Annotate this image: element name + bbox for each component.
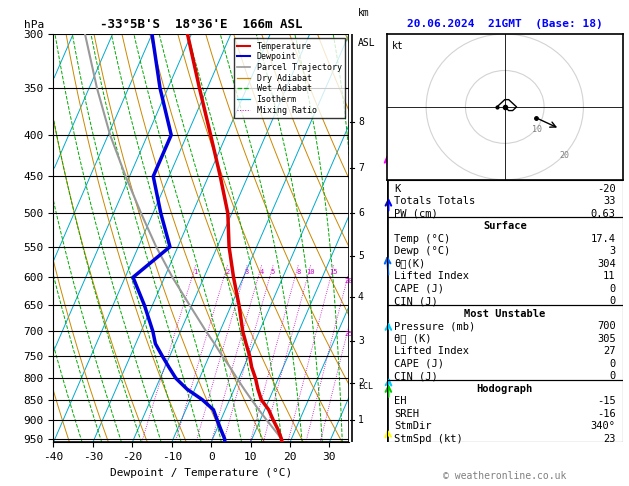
Text: 20: 20	[344, 278, 353, 284]
Text: 2: 2	[225, 269, 230, 276]
Text: 10: 10	[306, 269, 315, 276]
Text: 20.06.2024  21GMT  (Base: 18): 20.06.2024 21GMT (Base: 18)	[407, 19, 603, 29]
Text: CIN (J): CIN (J)	[394, 296, 438, 306]
X-axis label: Dewpoint / Temperature (°C): Dewpoint / Temperature (°C)	[110, 468, 292, 478]
Text: © weatheronline.co.uk: © weatheronline.co.uk	[443, 471, 567, 481]
Text: kt: kt	[391, 41, 403, 52]
Text: 3: 3	[245, 269, 249, 276]
Text: EH: EH	[394, 396, 406, 406]
Text: CIN (J): CIN (J)	[394, 371, 438, 381]
Text: 8: 8	[296, 269, 300, 276]
Text: 0: 0	[610, 371, 616, 381]
Text: 23: 23	[603, 434, 616, 444]
Text: -20: -20	[597, 184, 616, 193]
Text: 4: 4	[358, 292, 364, 302]
Text: StmSpd (kt): StmSpd (kt)	[394, 434, 463, 444]
Text: 33: 33	[603, 196, 616, 206]
Text: 11: 11	[603, 271, 616, 281]
Text: -15: -15	[597, 396, 616, 406]
Text: hPa: hPa	[24, 20, 44, 30]
Text: 20: 20	[560, 151, 570, 160]
Text: SREH: SREH	[394, 409, 419, 418]
Text: LCL: LCL	[358, 382, 373, 391]
Text: 2: 2	[358, 378, 364, 388]
Text: 3: 3	[358, 336, 364, 347]
Text: 17.4: 17.4	[591, 234, 616, 243]
Text: 15: 15	[330, 269, 338, 276]
Text: 7: 7	[358, 163, 364, 174]
Text: km: km	[358, 8, 370, 17]
Text: Pressure (mb): Pressure (mb)	[394, 321, 475, 331]
Text: 340°: 340°	[591, 421, 616, 431]
Text: θᴀ(K): θᴀ(K)	[394, 259, 425, 269]
Text: Lifted Index: Lifted Index	[394, 346, 469, 356]
Text: CAPE (J): CAPE (J)	[394, 359, 444, 368]
Text: Totals Totals: Totals Totals	[394, 196, 475, 206]
Text: 4: 4	[259, 269, 264, 276]
Text: Temp (°C): Temp (°C)	[394, 234, 450, 243]
Text: 10: 10	[532, 125, 542, 135]
Text: 1: 1	[358, 415, 364, 425]
Text: PW (cm): PW (cm)	[394, 208, 438, 219]
Text: CAPE (J): CAPE (J)	[394, 283, 444, 294]
Text: 27: 27	[603, 346, 616, 356]
Text: θᴀ (K): θᴀ (K)	[394, 333, 431, 344]
Text: 0: 0	[610, 296, 616, 306]
Text: 5: 5	[358, 251, 364, 261]
Text: ASL: ASL	[358, 38, 376, 48]
Text: 304: 304	[597, 259, 616, 269]
Text: 5: 5	[271, 269, 276, 276]
Text: 0.63: 0.63	[591, 208, 616, 219]
Text: 25: 25	[345, 331, 353, 337]
Text: 8: 8	[358, 117, 364, 126]
Legend: Temperature, Dewpoint, Parcel Trajectory, Dry Adiabat, Wet Adiabat, Isotherm, Mi: Temperature, Dewpoint, Parcel Trajectory…	[234, 38, 345, 118]
Title: -33°5B'S  18°36'E  166m ASL: -33°5B'S 18°36'E 166m ASL	[100, 18, 303, 32]
Text: Surface: Surface	[483, 221, 526, 231]
Text: Lifted Index: Lifted Index	[394, 271, 469, 281]
Text: K: K	[394, 184, 400, 193]
Text: -16: -16	[597, 409, 616, 418]
Text: 305: 305	[597, 333, 616, 344]
Text: 0: 0	[610, 283, 616, 294]
Text: 0: 0	[610, 359, 616, 368]
Text: 1: 1	[194, 269, 198, 276]
Text: StmDir: StmDir	[394, 421, 431, 431]
Text: Hodograph: Hodograph	[477, 383, 533, 394]
Text: Most Unstable: Most Unstable	[464, 309, 545, 318]
Text: 6: 6	[358, 208, 364, 218]
Text: Dewp (°C): Dewp (°C)	[394, 246, 450, 256]
Text: 3: 3	[610, 246, 616, 256]
Text: 700: 700	[597, 321, 616, 331]
